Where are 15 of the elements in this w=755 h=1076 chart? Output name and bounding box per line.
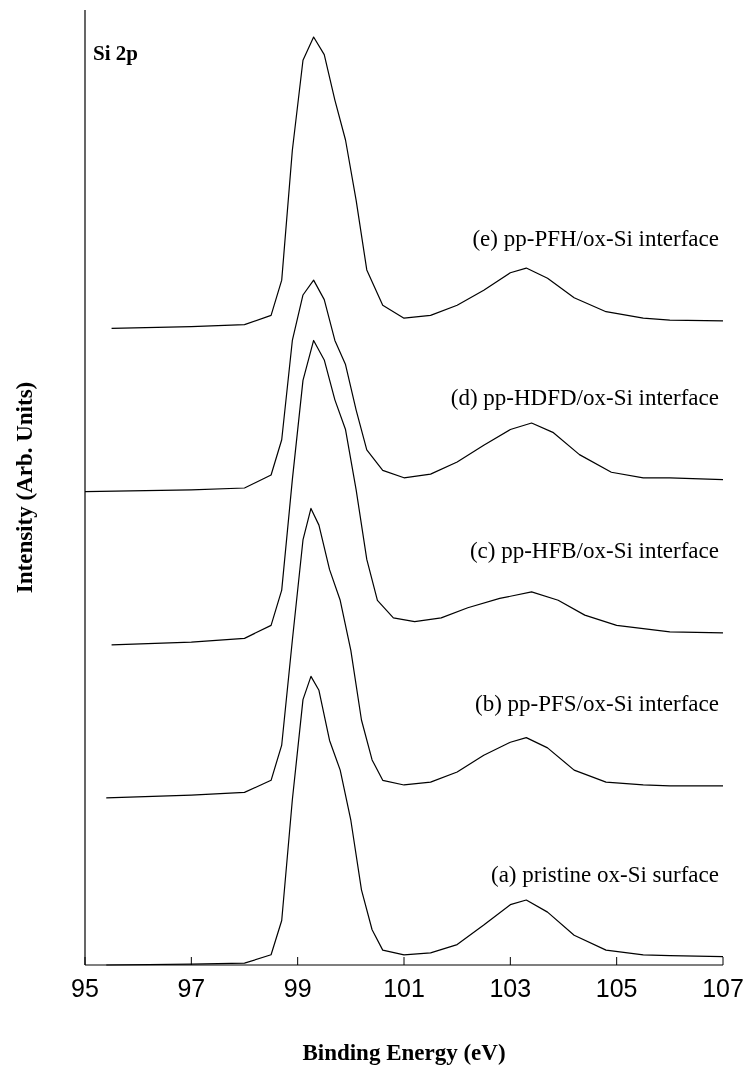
x-tick-label: 95 [71,974,99,1002]
y-axis-title: Intensity (Arb. Units) [12,381,37,594]
annotation: Si 2p [93,41,138,65]
x-tick-label: 107 [702,974,744,1002]
series-label: (c) pp-HFB/ox-Si interface [469,537,719,563]
text: (d) pp-HDFD/ox-Si interface [450,384,719,410]
series-label: (e) pp-PFH/ox-Si interface [472,225,719,251]
x-tick-label: 99 [283,974,312,1002]
series-label: (a) pristine ox-Si surface [490,861,719,887]
x-tick-label: 103 [489,974,532,1002]
x-tick-label: 105 [595,974,638,1002]
x-axis-title: Binding Energy (eV) [302,1040,506,1065]
series-label: (b) pp-PFS/ox-Si interface [474,690,719,716]
x-tick-label: 101 [383,974,425,1002]
x-tick-label: 97 [177,974,206,1002]
